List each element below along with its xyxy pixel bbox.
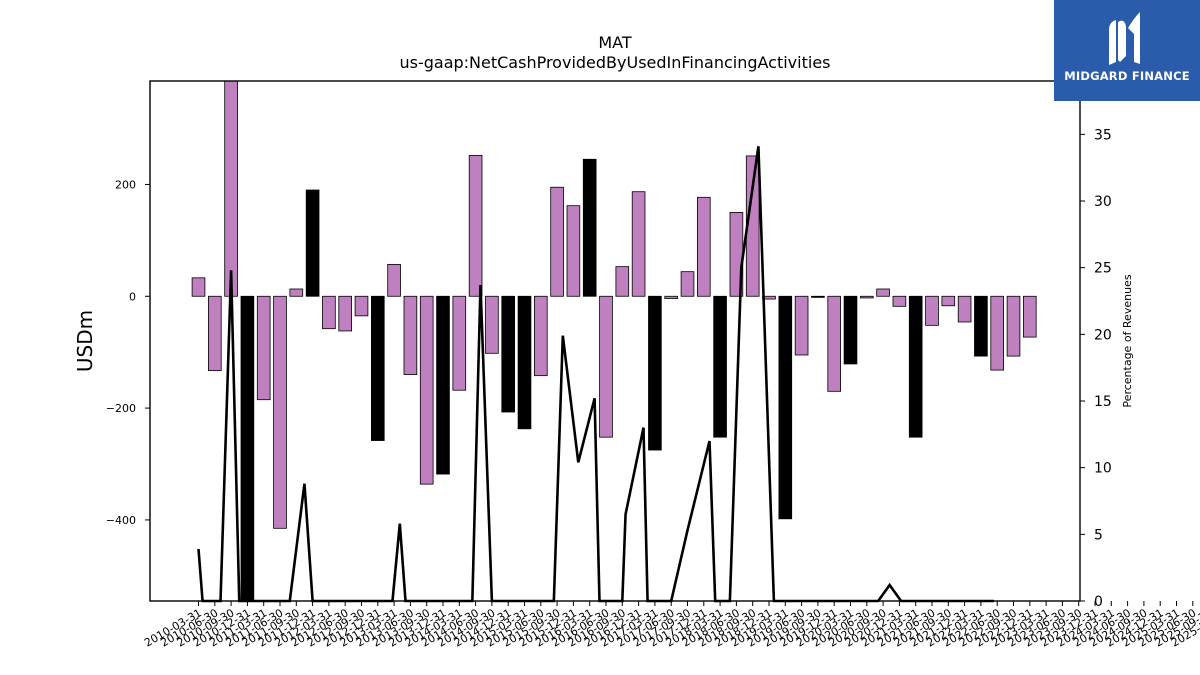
quarterly-bar bbox=[403, 295, 418, 375]
annual-bar bbox=[843, 295, 858, 365]
quarterly-bar bbox=[289, 288, 304, 297]
quarterly-bar bbox=[191, 277, 206, 297]
y-axis-label: USDm bbox=[73, 310, 97, 372]
quarterly-bar bbox=[680, 271, 695, 297]
annual-bar bbox=[974, 295, 988, 357]
quarterly-bar bbox=[387, 263, 401, 297]
annual-bar bbox=[648, 295, 662, 451]
quarterly-bar bbox=[664, 295, 678, 299]
quarterly-bar bbox=[876, 288, 890, 297]
quarterly-bar bbox=[485, 295, 499, 354]
logo-text: MIDGARD FINANCE bbox=[1064, 69, 1190, 83]
quarterly-bar bbox=[957, 295, 972, 323]
logo-mark-icon bbox=[1109, 12, 1140, 65]
quarterly-bar bbox=[827, 295, 841, 392]
y2-tick-label: 0 bbox=[1094, 594, 1103, 610]
y2-tick-label: 20 bbox=[1094, 327, 1112, 343]
quarterly-bar bbox=[419, 295, 434, 485]
y2-tick-label: 30 bbox=[1094, 194, 1112, 210]
y2-axis-label: Percentage of Revenues bbox=[1121, 274, 1134, 407]
y-tick-label: 200 bbox=[115, 178, 136, 191]
quarterly-bar bbox=[224, 80, 238, 297]
y-tick-label: −400 bbox=[106, 514, 136, 527]
quarterly-bar bbox=[892, 295, 907, 307]
y-axis-ticks: −400 −200 0 200 bbox=[106, 178, 150, 527]
quarterly-bar bbox=[1023, 295, 1037, 338]
annual-bar bbox=[240, 295, 255, 602]
annual-bar bbox=[501, 295, 515, 413]
x-axis-ticks: 2010-03-312010-06-302010-09-302010-12-31… bbox=[142, 601, 1200, 650]
y-tick-label: −200 bbox=[106, 402, 136, 415]
y2-axis-ticks: 0 5 10 15 20 25 30 35 bbox=[1080, 127, 1112, 610]
chart-subtitle: us-gaap:NetCashProvidedByUsedInFinancing… bbox=[399, 53, 830, 72]
quarterly-bar bbox=[207, 295, 222, 372]
quarterly-bar bbox=[1006, 295, 1021, 357]
quarterly-bar bbox=[615, 266, 630, 297]
bars-group bbox=[191, 80, 1037, 602]
quarterly-bar bbox=[860, 295, 874, 299]
quarterly-bar bbox=[322, 295, 336, 330]
quarterly-bar bbox=[354, 295, 369, 317]
y2-tick-label: 35 bbox=[1094, 127, 1112, 143]
quarterly-bar bbox=[794, 295, 809, 356]
annual-bar bbox=[582, 158, 597, 297]
annual-bar bbox=[713, 295, 727, 438]
annual-bar bbox=[811, 295, 825, 298]
chart-title: MAT bbox=[598, 33, 632, 52]
quarterly-bar bbox=[566, 205, 581, 297]
annual-bar bbox=[517, 295, 532, 430]
quarterly-bar bbox=[468, 154, 483, 297]
annual-bar bbox=[436, 295, 450, 475]
y2-tick-label: 25 bbox=[1094, 261, 1112, 277]
quarterly-bar bbox=[256, 295, 271, 401]
quarterly-bar bbox=[534, 295, 548, 377]
midgard-finance-logo: MIDGARD FINANCE bbox=[1054, 0, 1200, 101]
quarterly-bar bbox=[452, 295, 467, 391]
plot-frame bbox=[149, 80, 1081, 602]
quarterly-bar bbox=[925, 295, 939, 326]
quarterly-bar bbox=[631, 191, 646, 297]
quarterly-bar bbox=[697, 196, 711, 297]
quarterly-bar bbox=[550, 186, 564, 297]
y-tick-label: 0 bbox=[129, 290, 136, 303]
y2-tick-label: 10 bbox=[1094, 461, 1112, 477]
quarterly-bar bbox=[941, 295, 956, 307]
y2-tick-label: 5 bbox=[1094, 527, 1103, 543]
annual-bar bbox=[908, 295, 923, 438]
y2-tick-label: 15 bbox=[1094, 394, 1112, 410]
quarterly-bar bbox=[990, 295, 1004, 371]
quarterly-bar bbox=[599, 295, 613, 438]
quarterly-bar bbox=[273, 295, 287, 529]
quarterly-bar bbox=[338, 295, 352, 332]
annual-bar bbox=[305, 189, 320, 297]
annual-bar bbox=[778, 295, 793, 520]
annual-bar bbox=[370, 295, 385, 441]
